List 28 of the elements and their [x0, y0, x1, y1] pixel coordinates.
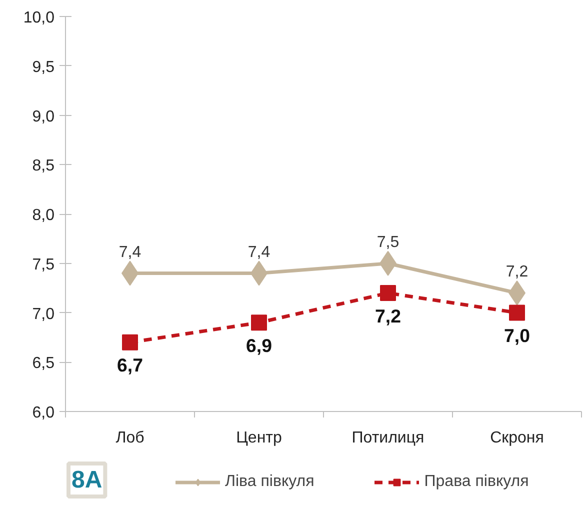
data-label: 7,0 [504, 325, 530, 346]
data-label: 7,2 [375, 305, 401, 326]
data-label: 6,9 [246, 334, 272, 356]
point [509, 304, 525, 321]
point [380, 285, 396, 301]
data-label: 7,2 [506, 264, 528, 281]
y-tick-label: 8,0 [32, 207, 55, 224]
legend-label: Права півкуля [424, 473, 529, 491]
x-tick-label: Потилиця [352, 430, 424, 446]
data-label: 7,4 [118, 244, 142, 261]
x-tick-label: Скроня [490, 430, 544, 446]
point [251, 314, 267, 331]
data-label: 7,5 [376, 234, 400, 252]
y-tick-label: 6,5 [32, 355, 55, 372]
y-tick-label: 7,0 [32, 306, 55, 323]
y-tick-label: 7,5 [32, 256, 55, 274]
y-tick-label: 9,0 [32, 108, 55, 126]
y-tick-label: 6,0 [32, 404, 55, 422]
y-tick-label: 9,5 [32, 58, 55, 76]
x-tick-label: Лоб [116, 430, 144, 446]
data-label: 6,7 [117, 354, 143, 376]
point [122, 334, 138, 350]
text: 8A [72, 466, 102, 494]
x-tick-label: Центр [236, 430, 282, 446]
y-tick-label: 8,5 [32, 158, 55, 175]
y-tick-label: 10,0 [23, 10, 55, 26]
legend-label: Ліва півкуля [225, 473, 314, 491]
data-label: 7,4 [248, 244, 270, 261]
